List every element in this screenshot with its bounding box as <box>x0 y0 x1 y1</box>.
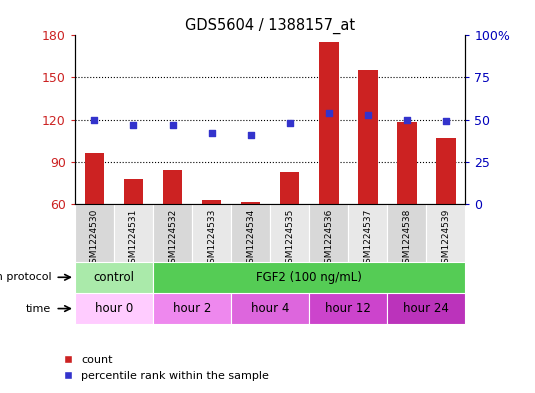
Text: hour 12: hour 12 <box>325 302 371 315</box>
Point <box>324 110 333 116</box>
Text: GSM1224538: GSM1224538 <box>402 209 411 269</box>
Point <box>286 120 294 126</box>
Text: hour 4: hour 4 <box>251 302 289 315</box>
Bar <box>348 204 387 262</box>
Bar <box>358 70 378 204</box>
Text: GSM1224530: GSM1224530 <box>90 209 99 269</box>
Text: GSM1224535: GSM1224535 <box>285 209 294 269</box>
Text: time: time <box>26 303 51 314</box>
Bar <box>231 204 270 262</box>
Bar <box>153 204 192 262</box>
Text: GSM1224537: GSM1224537 <box>363 209 372 269</box>
Bar <box>319 42 339 204</box>
Text: GSM1224533: GSM1224533 <box>207 209 216 269</box>
Title: GDS5604 / 1388157_at: GDS5604 / 1388157_at <box>185 18 355 34</box>
Text: GSM1224532: GSM1224532 <box>168 209 177 269</box>
Bar <box>163 170 182 204</box>
Text: hour 2: hour 2 <box>173 302 211 315</box>
Bar <box>85 153 104 204</box>
Bar <box>202 200 221 204</box>
Bar <box>241 202 261 204</box>
Point <box>208 130 216 136</box>
Legend: count, percentile rank within the sample: count, percentile rank within the sample <box>59 351 273 386</box>
Bar <box>280 172 300 204</box>
Point <box>442 118 450 125</box>
Text: GSM1224539: GSM1224539 <box>441 209 450 269</box>
Bar <box>75 204 114 262</box>
Text: hour 24: hour 24 <box>403 302 449 315</box>
Bar <box>270 204 309 262</box>
Point <box>364 112 372 118</box>
Bar <box>231 293 309 324</box>
Text: FGF2 (100 ng/mL): FGF2 (100 ng/mL) <box>256 271 362 284</box>
Point <box>246 132 255 138</box>
Bar <box>153 293 231 324</box>
Text: GSM1224531: GSM1224531 <box>129 209 138 269</box>
Bar <box>309 293 387 324</box>
Bar <box>397 123 417 204</box>
Point <box>169 121 177 128</box>
Text: hour 0: hour 0 <box>95 302 133 315</box>
Bar <box>309 204 348 262</box>
Bar <box>192 204 231 262</box>
Bar <box>153 262 465 293</box>
Bar <box>75 293 153 324</box>
Bar <box>124 178 143 204</box>
Text: GSM1224536: GSM1224536 <box>324 209 333 269</box>
Bar <box>387 204 426 262</box>
Text: growth protocol: growth protocol <box>0 272 51 282</box>
Text: control: control <box>94 271 134 284</box>
Point <box>90 116 99 123</box>
Bar <box>75 262 153 293</box>
Point <box>129 121 138 128</box>
Bar <box>426 204 465 262</box>
Bar <box>387 293 465 324</box>
Text: GSM1224534: GSM1224534 <box>246 209 255 269</box>
Bar <box>114 204 153 262</box>
Point <box>403 116 411 123</box>
Bar <box>436 138 456 204</box>
